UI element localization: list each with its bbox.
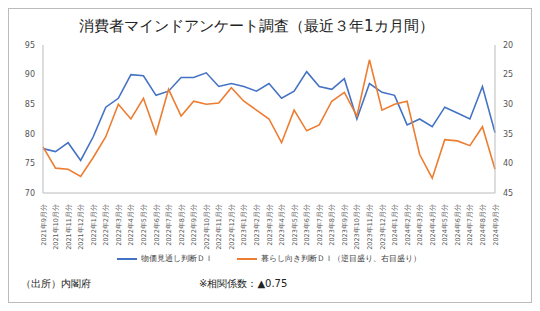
svg-text:2024年7月分: 2024年7月分 — [466, 204, 474, 246]
svg-text:2021年12月分: 2021年12月分 — [77, 204, 85, 250]
svg-text:2023年2月分: 2023年2月分 — [253, 204, 261, 246]
html-text:（出所）内閣府: （出所）内閣府 — [21, 278, 91, 289]
svg-text:2022年8月分: 2022年8月分 — [178, 204, 186, 246]
svg-text:2024年9月分: 2024年9月分 — [492, 204, 500, 246]
svg-text:2022年4月分: 2022年4月分 — [127, 204, 135, 246]
svg-text:2023年1月分: 2023年1月分 — [240, 204, 248, 246]
svg-text:2021年11月分: 2021年11月分 — [65, 204, 73, 250]
svg-text:45: 45 — [503, 189, 513, 198]
svg-text:85: 85 — [25, 100, 35, 109]
svg-text:2023年4月分: 2023年4月分 — [278, 204, 286, 246]
svg-text:80: 80 — [25, 130, 35, 139]
svg-text:2022年9月分: 2022年9月分 — [190, 204, 198, 246]
svg-text:2024年8月分: 2024年8月分 — [479, 204, 487, 246]
svg-text:2024年1月分: 2024年1月分 — [391, 204, 399, 246]
svg-text:2022年1月分: 2022年1月分 — [90, 204, 98, 246]
svg-text:2022年7月分: 2022年7月分 — [165, 204, 173, 246]
svg-text:40: 40 — [503, 159, 513, 168]
svg-text:90: 90 — [25, 70, 35, 79]
svg-text:2022年6月分: 2022年6月分 — [153, 204, 161, 246]
svg-text:2022年10月分: 2022年10月分 — [203, 204, 211, 250]
svg-text:2023年9月分: 2023年9月分 — [341, 204, 349, 246]
svg-text:2023年6月分: 2023年6月分 — [303, 204, 311, 246]
svg-text:75: 75 — [25, 159, 35, 168]
svg-text:2023年7月分: 2023年7月分 — [316, 204, 324, 246]
svg-text:2023年12月分: 2023年12月分 — [379, 204, 387, 250]
html-text:※相関係数：▲0.75: ※相関係数：▲0.75 — [199, 278, 288, 289]
html-text:暮らし向き判断ＤＩ（逆目盛り、右目盛り）: 暮らし向き判断ＤＩ（逆目盛り、右目盛り） — [261, 254, 421, 263]
svg-text:35: 35 — [503, 130, 513, 139]
svg-text:2022年2月分: 2022年2月分 — [102, 204, 110, 246]
svg-text:2023年3月分: 2023年3月分 — [266, 204, 274, 246]
svg-text:2024年4月分: 2024年4月分 — [429, 204, 437, 246]
svg-text:2023年11月分: 2023年11月分 — [366, 204, 374, 250]
svg-text:2022年12月分: 2022年12月分 — [228, 204, 236, 250]
svg-text:2024年5月分: 2024年5月分 — [441, 204, 449, 246]
html-text:物価見通し判断ＤＩ: 物価見通し判断ＤＩ — [141, 254, 213, 263]
svg-text:2021年10月分: 2021年10月分 — [52, 204, 60, 250]
svg-text:30: 30 — [503, 100, 513, 109]
svg-text:70: 70 — [25, 189, 35, 198]
svg-text:20: 20 — [503, 41, 513, 50]
svg-text:2024年3月分: 2024年3月分 — [416, 204, 424, 246]
svg-text:2024年2月分: 2024年2月分 — [404, 204, 412, 246]
svg-text:2022年5月分: 2022年5月分 — [140, 204, 148, 246]
svg-text:95: 95 — [25, 41, 35, 50]
svg-text:2022年11月分: 2022年11月分 — [215, 204, 223, 250]
svg-text:2024年6月分: 2024年6月分 — [454, 204, 462, 246]
html-text:消費者マインドアンケート調査（最近３年1カ月間）: 消費者マインドアンケート調査（最近３年1カ月間） — [79, 17, 434, 35]
svg-text:2023年5月分: 2023年5月分 — [291, 204, 299, 246]
svg-text:2023年10月分: 2023年10月分 — [353, 204, 361, 250]
svg-text:2022年3月分: 2022年3月分 — [115, 204, 123, 246]
svg-text:25: 25 — [503, 70, 513, 79]
svg-text:2021年9月分: 2021年9月分 — [40, 204, 48, 246]
svg-text:2023年8月分: 2023年8月分 — [328, 204, 336, 246]
